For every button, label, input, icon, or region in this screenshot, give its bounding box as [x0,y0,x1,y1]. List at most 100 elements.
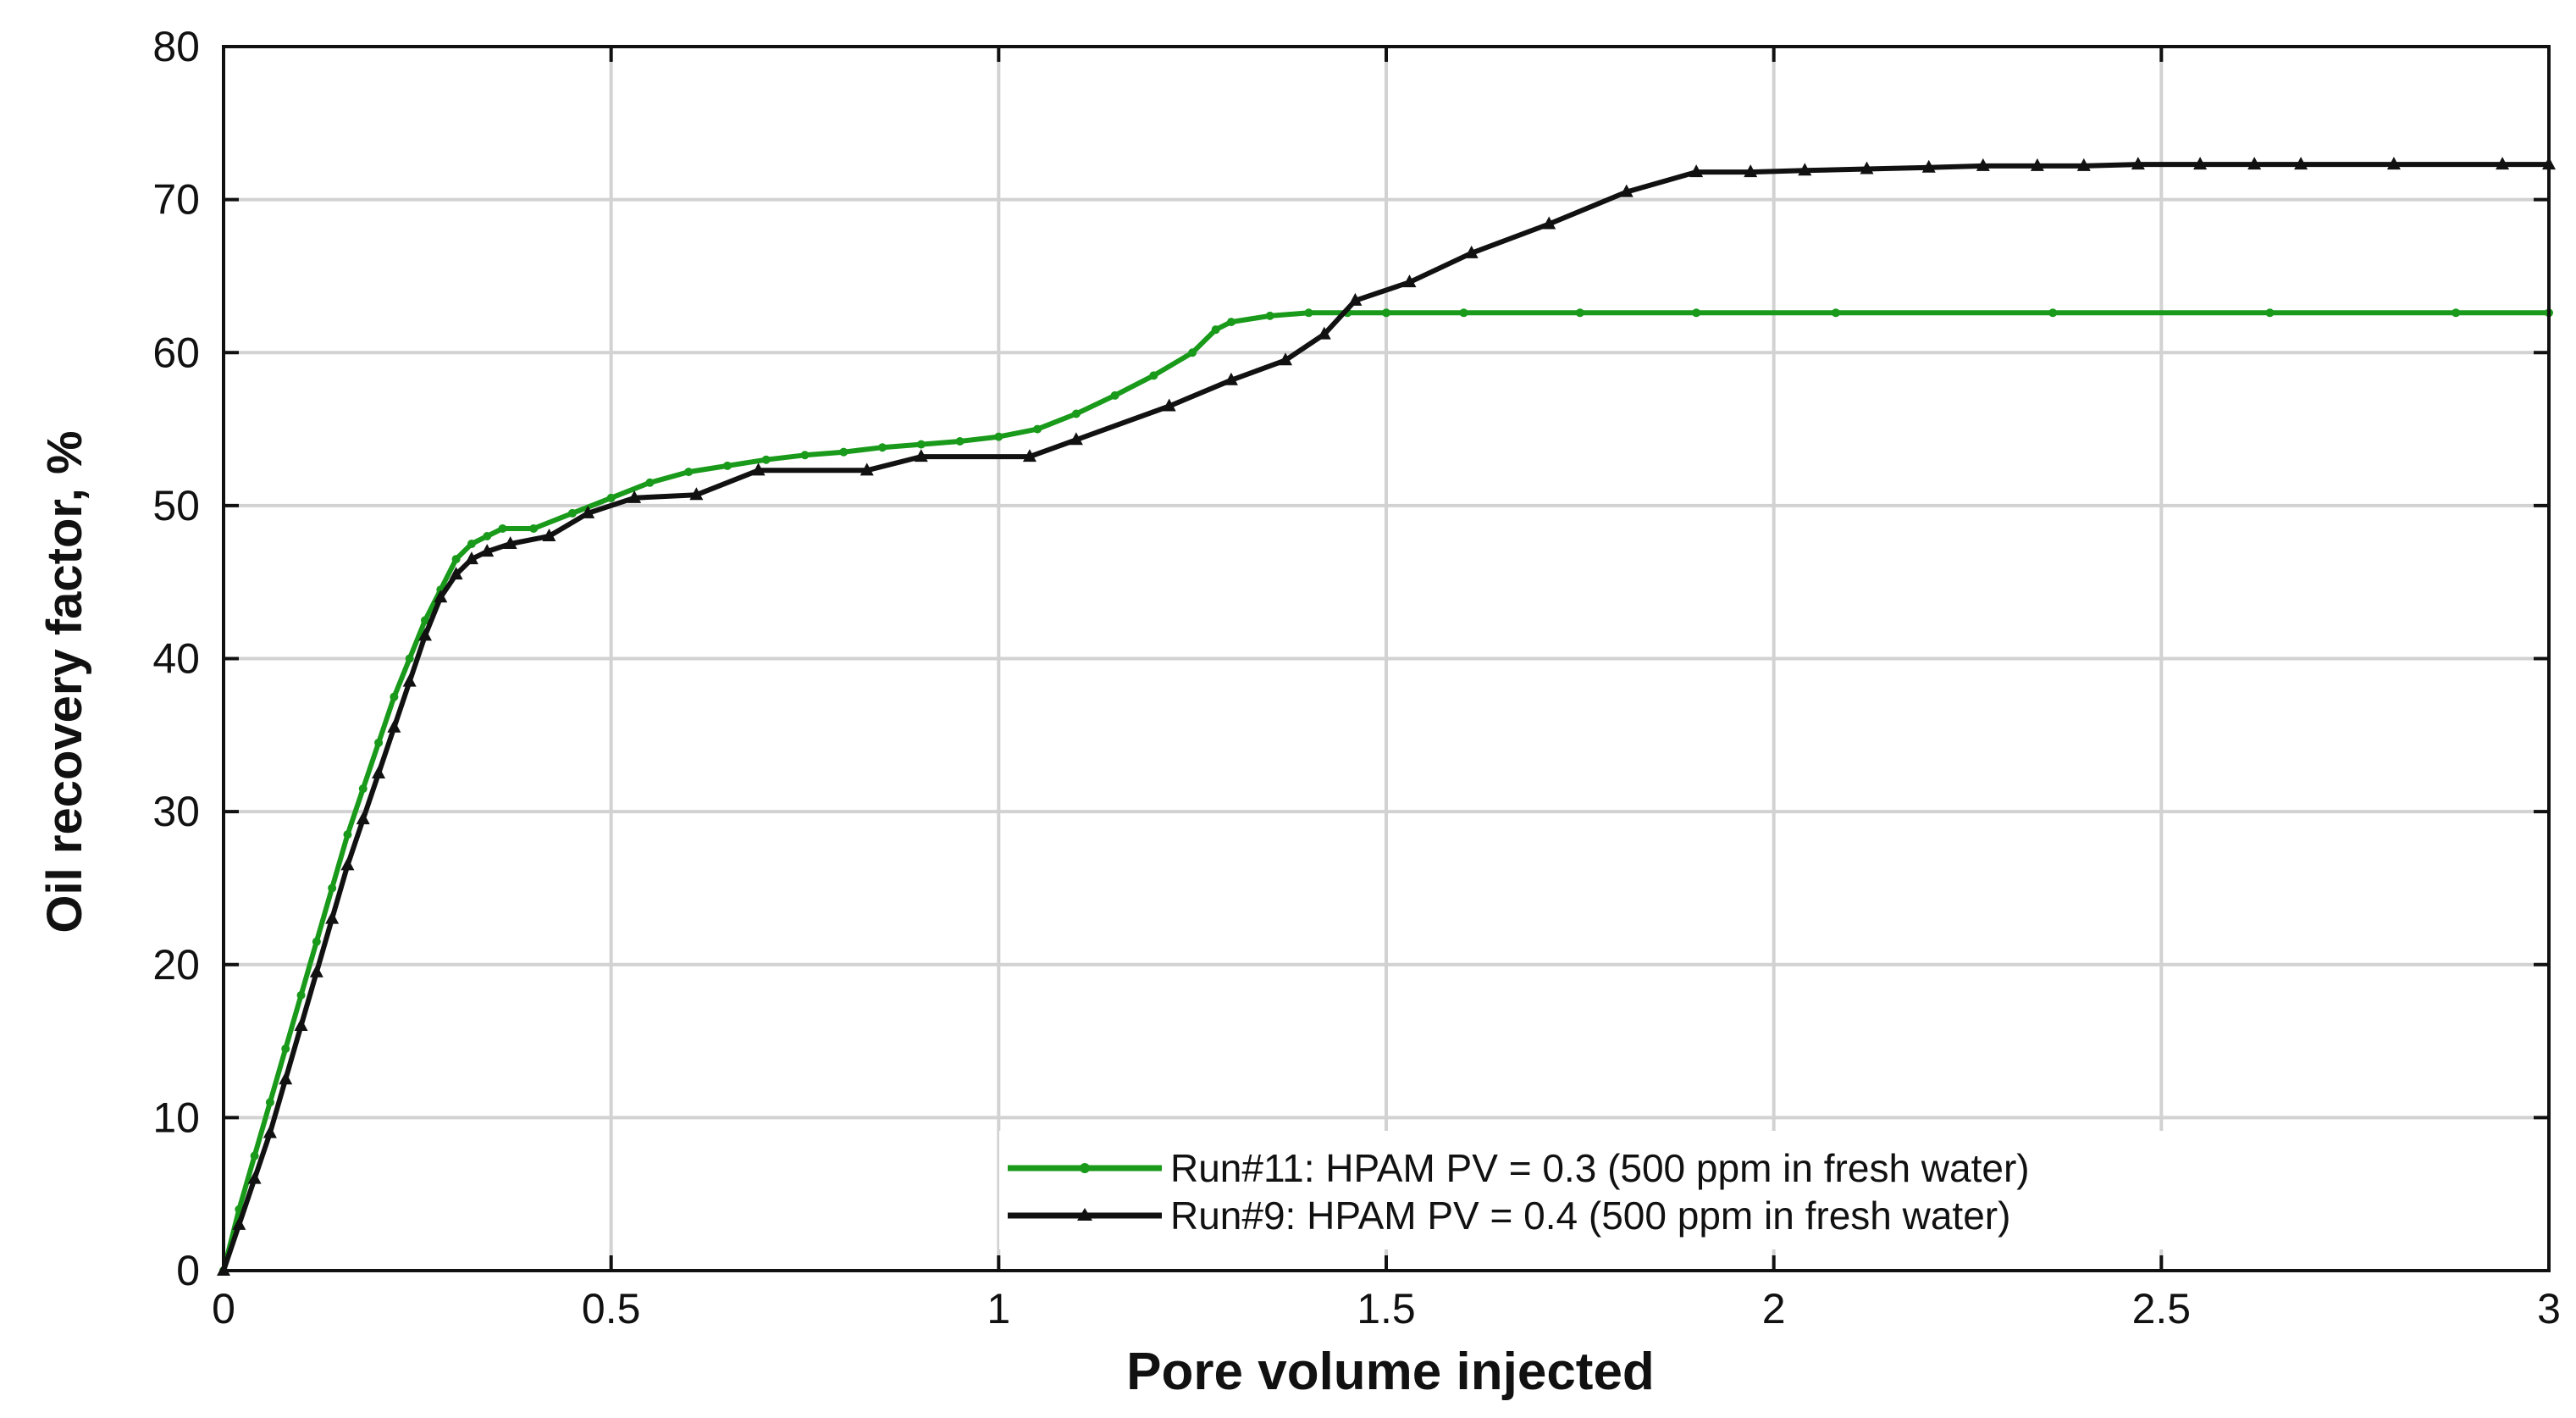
series-point-0 [606,493,616,502]
axis-ticks [222,45,2551,1272]
series-point-0 [684,468,694,477]
series-point-1 [1921,159,1936,173]
series-point-1 [232,1216,246,1230]
series-point-1 [1402,274,1417,288]
series-point-0 [451,555,461,564]
series-point-0 [374,738,384,747]
series-point-0 [390,692,399,701]
y-tick-labels: 0 10 20 30 40 50 60 70 80 [152,23,200,1294]
y-tick-label: 10 [152,1094,200,1141]
series-point-1 [2247,157,2262,170]
series-point-1 [372,765,386,778]
series-line-1 [221,162,2549,1271]
series-point-0 [839,447,849,457]
series-point-1 [1069,432,1083,446]
x-tick-label: 3 [2537,1285,2561,1332]
y-tick-label: 70 [152,176,200,224]
series-point-1 [2496,157,2510,170]
y-tick-label: 20 [152,941,200,989]
series-point-1 [434,590,448,603]
series-point-1 [294,1018,308,1031]
series-point-0 [358,784,368,794]
series-point-1 [309,964,323,978]
series-point-1 [263,1125,277,1138]
series-point-1 [1224,372,1238,385]
series-point-1 [1744,164,1758,178]
legend-label-run9: Run#9: HPAM PV = 0.4 (500 ppm in fresh w… [1170,1194,2010,1238]
legend-entry-run11: Run#11: HPAM PV = 0.3 (500 ppm in fresh … [1008,1146,2030,1190]
y-tick-label: 50 [152,482,200,529]
series-point-0 [1033,424,1042,434]
series-point-1 [1022,449,1036,463]
series-layer [217,157,2556,1276]
series-point-1 [402,673,417,687]
series-point-1 [449,567,463,580]
series-point-0 [722,461,732,470]
series-point-1 [1162,398,1176,412]
series-point-0 [645,478,655,487]
series-point-1 [1976,158,1990,171]
series-point-0 [2265,308,2275,318]
series-point-1 [2076,158,2091,171]
series-point-0 [1226,318,1235,327]
legend-marker-run9 [1077,1208,1092,1221]
series-point-1 [417,628,432,641]
series-point-0 [1382,308,1390,318]
legend-box [999,1131,2507,1249]
series-point-0 [328,883,337,893]
series-point-0 [1211,325,1220,335]
series-point-1 [279,1072,293,1085]
series-point-0 [1110,391,1119,400]
series-point-0 [343,830,352,839]
series-point-1 [2386,157,2401,170]
y-tick-label: 60 [152,329,200,376]
series-point-0 [1692,308,1701,318]
series-point-1 [627,490,642,503]
series-point-0 [1188,348,1197,357]
x-tick-label: 0 [212,1285,235,1332]
series-point-1 [2193,157,2208,170]
series-point-0 [312,937,321,946]
series-point-1 [689,487,704,501]
series-point-1 [387,719,401,733]
series-point-1 [2131,157,2145,170]
legend-marker-run11 [1080,1163,1090,1173]
series-point-0 [800,451,810,460]
series-point-1 [1689,164,1704,178]
series-point-0 [2452,308,2461,318]
x-tick-label: 2 [1762,1285,1786,1332]
series-point-1 [1860,161,1874,174]
series-point-1 [860,463,874,476]
series-point-1 [1279,352,1293,366]
series-point-0 [405,654,414,663]
series-point-1 [480,544,495,557]
y-tick-label: 30 [152,788,200,835]
series-point-1 [247,1171,262,1184]
y-tick-label: 0 [176,1247,200,1294]
x-axis-title: Pore volume injected [1126,1343,1655,1401]
series-point-1 [1619,184,1633,197]
x-tick-label: 1 [987,1285,1010,1332]
series-point-0 [420,616,429,625]
series-point-1 [464,551,478,565]
x-tick-label: 2.5 [2132,1285,2192,1332]
series-point-0 [567,508,577,518]
series-point-1 [751,463,766,476]
series-point-0 [1304,308,1313,318]
x-tick-labels: 0 0.5 1 1.5 2 2.5 3 [212,1285,2561,1332]
y-tick-label: 80 [152,23,200,70]
series-point-0 [250,1151,259,1160]
x-tick-label: 0.5 [582,1285,641,1332]
series-0 [219,308,2553,1275]
series-point-0 [994,432,1003,441]
series-point-0 [1831,308,1840,318]
series-point-1 [581,505,595,518]
series-point-0 [483,532,492,540]
series-1 [217,157,2556,1276]
x-tick-label: 1.5 [1357,1285,1416,1332]
series-point-1 [1542,216,1556,230]
series-point-0 [761,455,771,464]
series-point-0 [529,523,539,533]
series-point-0 [1575,308,1584,318]
series-point-1 [503,536,517,550]
